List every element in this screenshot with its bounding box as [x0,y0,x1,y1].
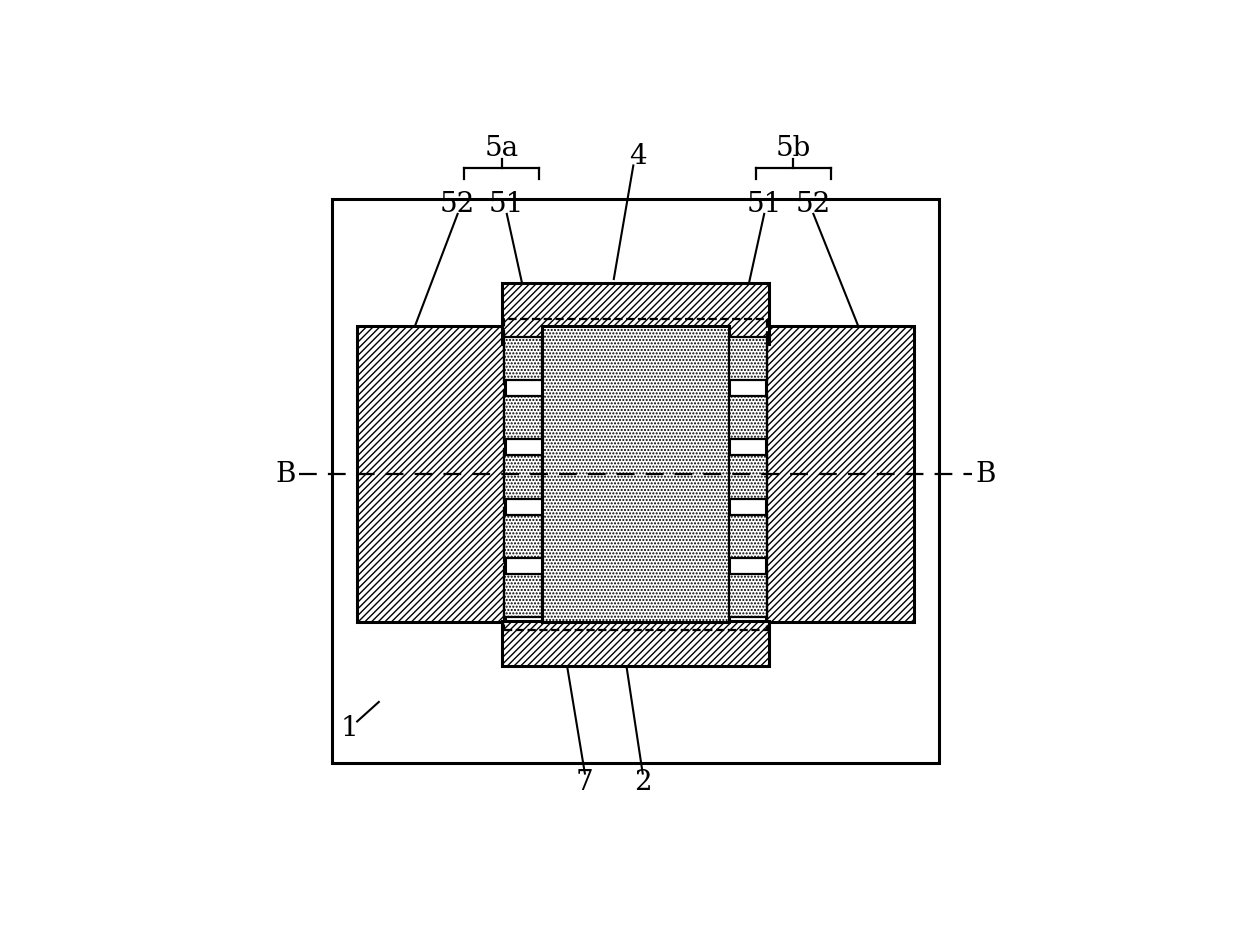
Text: 51: 51 [489,191,525,218]
Bar [503,318,768,630]
Bar [542,326,729,623]
Bar [502,283,769,344]
Text: 4: 4 [629,143,646,170]
Text: B: B [976,461,996,487]
Text: B: B [275,461,295,487]
Bar [503,455,542,499]
Bar [357,326,506,623]
Bar [503,574,542,617]
Text: 52: 52 [796,191,831,218]
Bar [729,337,768,380]
Bar [503,515,542,558]
Text: 5b: 5b [775,135,811,162]
Text: 2: 2 [634,769,651,796]
Text: 51: 51 [746,191,782,218]
Bar [502,621,769,666]
Bar [503,396,542,439]
Text: 5a: 5a [485,135,518,162]
Bar [332,199,939,763]
Bar [503,337,542,380]
Text: 7: 7 [577,769,594,796]
Bar [729,455,768,499]
Text: 1: 1 [341,716,358,742]
Bar [729,515,768,558]
Bar [729,396,768,439]
Text: 52: 52 [440,191,475,218]
Bar [729,574,768,617]
Bar [765,326,914,623]
